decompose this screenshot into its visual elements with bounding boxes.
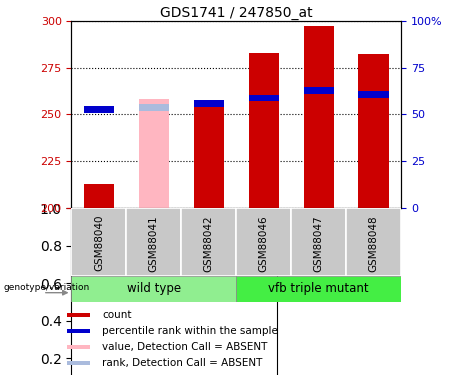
Text: GSM88042: GSM88042 — [204, 215, 214, 272]
Bar — [84, 106, 114, 112]
Bar — [181, 208, 236, 276]
Bar — [346, 208, 401, 276]
Bar — [359, 91, 389, 98]
Bar — [291, 208, 346, 276]
Text: percentile rank within the sample: percentile rank within the sample — [102, 326, 278, 336]
Bar — [71, 208, 126, 276]
Bar — [194, 100, 224, 107]
Bar — [139, 104, 169, 111]
Bar — [359, 54, 389, 208]
Text: value, Detection Call = ABSENT: value, Detection Call = ABSENT — [102, 342, 267, 352]
Bar — [67, 329, 89, 333]
Title: GDS1741 / 247850_at: GDS1741 / 247850_at — [160, 6, 313, 20]
Bar — [236, 208, 291, 276]
Bar — [71, 276, 236, 302]
Text: rank, Detection Call = ABSENT: rank, Detection Call = ABSENT — [102, 358, 262, 368]
Bar — [248, 53, 279, 208]
Bar — [248, 95, 279, 101]
Bar — [67, 361, 89, 365]
Text: GSM88048: GSM88048 — [369, 215, 378, 272]
Text: GSM88046: GSM88046 — [259, 215, 269, 272]
Text: GSM88040: GSM88040 — [94, 215, 104, 272]
Text: vfb triple mutant: vfb triple mutant — [268, 282, 369, 295]
Text: GSM88041: GSM88041 — [149, 215, 159, 272]
Text: count: count — [102, 310, 131, 320]
Bar — [67, 345, 89, 349]
Bar — [303, 87, 334, 94]
Text: GSM88047: GSM88047 — [313, 215, 324, 272]
Bar — [126, 208, 181, 276]
Bar — [139, 99, 169, 208]
Text: wild type: wild type — [127, 282, 181, 295]
Bar — [303, 26, 334, 208]
Bar — [84, 184, 114, 208]
Bar — [194, 105, 224, 208]
Bar — [67, 313, 89, 317]
Bar — [236, 276, 401, 302]
Text: genotype/variation: genotype/variation — [4, 283, 90, 292]
